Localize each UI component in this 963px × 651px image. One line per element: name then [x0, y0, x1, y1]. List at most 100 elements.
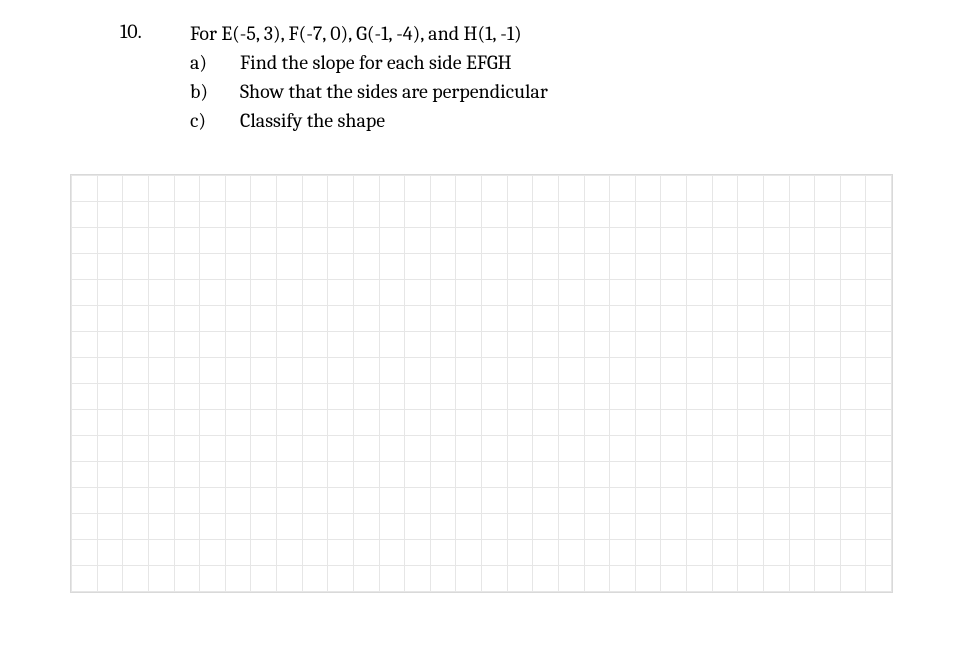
grid-cell	[97, 540, 123, 566]
grid-cell	[174, 488, 200, 514]
grid-cell	[533, 176, 559, 202]
grid-cell	[405, 566, 431, 592]
grid-cell	[533, 488, 559, 514]
grid-cell	[405, 176, 431, 202]
grid-cell	[712, 176, 738, 202]
grid-cell	[430, 566, 456, 592]
grid-cell	[815, 228, 841, 254]
grid-cell	[302, 514, 328, 540]
grid-cell	[277, 462, 303, 488]
grid-cell	[712, 202, 738, 228]
grid-cell	[840, 176, 866, 202]
grid-cell	[558, 514, 584, 540]
grid-cell	[200, 228, 226, 254]
grid-cell	[687, 306, 713, 332]
grid-cell	[815, 540, 841, 566]
grid-cell	[72, 436, 98, 462]
grid-cell	[353, 488, 379, 514]
grid-cell	[558, 566, 584, 592]
grid-cell	[482, 332, 508, 358]
grid-cell	[277, 566, 303, 592]
grid-cell	[430, 410, 456, 436]
grid-cell	[763, 306, 789, 332]
grid-cell	[763, 254, 789, 280]
grid-cell	[225, 410, 251, 436]
grid-cell	[558, 332, 584, 358]
grid-cell	[558, 176, 584, 202]
grid-cell	[251, 514, 277, 540]
grid-cell	[353, 280, 379, 306]
grid-cell	[430, 540, 456, 566]
grid-cell	[712, 566, 738, 592]
grid-cell	[174, 436, 200, 462]
grid-cell	[661, 488, 687, 514]
grid-cell	[148, 384, 174, 410]
grid-cell	[866, 176, 892, 202]
grid-cell	[866, 306, 892, 332]
grid-cell	[763, 332, 789, 358]
grid-cell	[200, 566, 226, 592]
grid-cell	[174, 410, 200, 436]
grid-cell	[507, 280, 533, 306]
grid-cell	[815, 436, 841, 462]
grid-cell	[815, 176, 841, 202]
grid-cell	[97, 358, 123, 384]
grid-cell	[738, 384, 764, 410]
grid-cell	[174, 384, 200, 410]
grid-cell	[533, 228, 559, 254]
grid-cell	[687, 410, 713, 436]
grid-cell	[72, 280, 98, 306]
grid-cell	[482, 280, 508, 306]
grid-cell	[712, 462, 738, 488]
grid-cell	[558, 384, 584, 410]
grid-cell	[353, 306, 379, 332]
grid-cell	[763, 436, 789, 462]
grid-cell	[584, 332, 610, 358]
grid-cell	[225, 280, 251, 306]
grid-cell	[302, 306, 328, 332]
grid-cell	[712, 280, 738, 306]
grid-cell	[533, 384, 559, 410]
grid-cell	[866, 384, 892, 410]
grid-cell	[712, 358, 738, 384]
grid-cell	[379, 332, 405, 358]
grid-cell	[712, 306, 738, 332]
grid-cell	[353, 566, 379, 592]
grid-cell	[72, 332, 98, 358]
grid-cell	[456, 306, 482, 332]
grid-cell	[738, 280, 764, 306]
grid-cell	[610, 228, 636, 254]
grid-cell	[302, 332, 328, 358]
grid-cell	[72, 566, 98, 592]
grid-cell	[430, 306, 456, 332]
grid-cell	[174, 462, 200, 488]
grid-cell	[379, 176, 405, 202]
grid-cell	[610, 436, 636, 462]
grid-cell	[123, 280, 149, 306]
grid-cell	[174, 228, 200, 254]
grid-cell	[379, 462, 405, 488]
grid-cell	[712, 384, 738, 410]
grid-cell	[584, 358, 610, 384]
part-text-c: Classify the shape	[240, 107, 548, 134]
grid-cell	[353, 462, 379, 488]
grid-cell	[661, 436, 687, 462]
grid-cell	[97, 228, 123, 254]
grid-cell	[225, 566, 251, 592]
grid-cell	[148, 514, 174, 540]
grid-cell	[225, 306, 251, 332]
grid-cell	[302, 384, 328, 410]
grid-cell	[200, 514, 226, 540]
grid-cell	[866, 540, 892, 566]
grid-cell	[302, 488, 328, 514]
grid-cell	[123, 384, 149, 410]
grid-cell	[328, 566, 354, 592]
grid-cell	[456, 436, 482, 462]
grid-cell	[687, 358, 713, 384]
grid-cell	[225, 176, 251, 202]
grid-cell	[815, 202, 841, 228]
grid-cell	[661, 566, 687, 592]
grid-cell	[507, 488, 533, 514]
grid-cell	[661, 358, 687, 384]
part-text-b: Show that the sides are perpendicular	[240, 78, 548, 105]
